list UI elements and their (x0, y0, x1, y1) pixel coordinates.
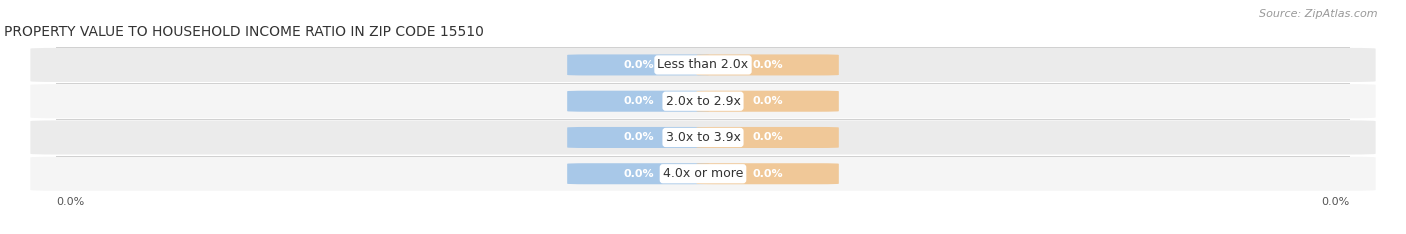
Text: 0.0%: 0.0% (56, 197, 84, 207)
FancyBboxPatch shape (31, 48, 1375, 82)
Text: 0.0%: 0.0% (623, 169, 654, 179)
FancyBboxPatch shape (696, 55, 839, 75)
Text: 3.0x to 3.9x: 3.0x to 3.9x (665, 131, 741, 144)
Text: 2.0x to 2.9x: 2.0x to 2.9x (665, 95, 741, 108)
FancyBboxPatch shape (696, 91, 839, 112)
FancyBboxPatch shape (31, 121, 1375, 154)
FancyBboxPatch shape (567, 55, 710, 75)
FancyBboxPatch shape (567, 91, 710, 112)
FancyBboxPatch shape (567, 127, 710, 148)
Text: 0.0%: 0.0% (623, 132, 654, 143)
Text: 0.0%: 0.0% (752, 96, 783, 106)
Text: 0.0%: 0.0% (623, 96, 654, 106)
FancyBboxPatch shape (696, 163, 839, 184)
Text: Source: ZipAtlas.com: Source: ZipAtlas.com (1260, 9, 1378, 19)
FancyBboxPatch shape (567, 163, 710, 184)
FancyBboxPatch shape (696, 127, 839, 148)
Text: Less than 2.0x: Less than 2.0x (658, 58, 748, 71)
Text: 0.0%: 0.0% (1322, 197, 1350, 207)
Text: 4.0x or more: 4.0x or more (662, 167, 744, 180)
Text: 0.0%: 0.0% (752, 132, 783, 143)
Text: 0.0%: 0.0% (752, 169, 783, 179)
Text: 0.0%: 0.0% (752, 60, 783, 70)
Text: 0.0%: 0.0% (623, 60, 654, 70)
FancyBboxPatch shape (31, 157, 1375, 191)
Text: PROPERTY VALUE TO HOUSEHOLD INCOME RATIO IN ZIP CODE 15510: PROPERTY VALUE TO HOUSEHOLD INCOME RATIO… (4, 25, 485, 39)
FancyBboxPatch shape (31, 84, 1375, 118)
